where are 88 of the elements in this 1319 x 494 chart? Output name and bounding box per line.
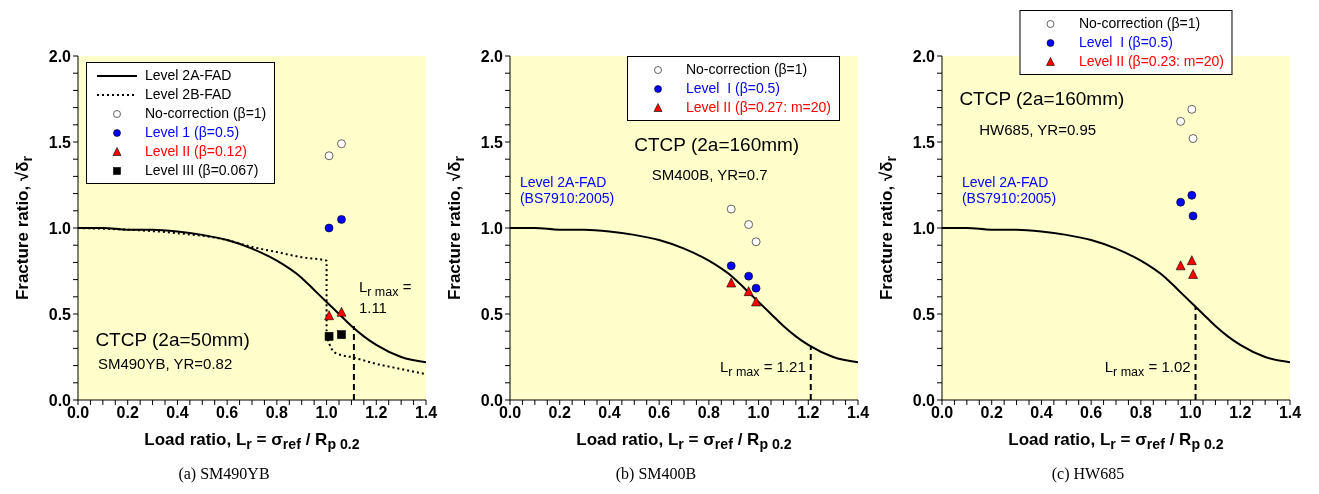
annotation: Level 2A-FAD (BS7910:2005)	[961, 174, 1058, 207]
x-tick-label: 0.6	[1080, 404, 1103, 422]
point	[1187, 105, 1197, 114]
point	[336, 306, 347, 317]
x-tick-label: 0.4	[1030, 404, 1053, 422]
annotation: L$_{r max}$ = 1.02	[1104, 358, 1191, 380]
y-tick-label: 1.0	[48, 219, 72, 237]
legend-label: Level I (β=0.5)	[1078, 33, 1173, 52]
y-tick-label: 1.5	[480, 133, 504, 151]
annotation: L$_{r max}$ = 1.21	[719, 358, 806, 380]
x-axis-title: Load ratio, L$_{r}$ = σ$_{ref}$ / R$_{p 0.2}$	[143, 430, 361, 453]
annotation: HW685, YR=0.95	[979, 121, 1097, 139]
text: (b) SM400B	[614, 465, 698, 483]
x-tick-label: 1.4	[846, 404, 870, 422]
point	[1188, 211, 1198, 221]
point	[726, 277, 737, 288]
point	[1176, 117, 1185, 126]
point	[1176, 197, 1185, 207]
x-tick-label: 0.2	[980, 404, 1003, 422]
point	[324, 310, 334, 321]
legend-label: No-correction (β=1)	[145, 104, 267, 123]
legend-label: Level 1 (β=0.5)	[145, 123, 240, 142]
y-tick-label: 1.0	[480, 219, 504, 237]
point	[337, 330, 346, 339]
point	[751, 296, 761, 307]
annotation: SM400B, YR=0.7	[651, 166, 768, 184]
x-tick-label: 1.2	[797, 404, 820, 422]
point	[1187, 255, 1197, 265]
point	[726, 261, 736, 271]
point	[324, 151, 334, 161]
legend-label: Level III (β=0.067)	[145, 161, 259, 180]
legend-label: Level II (β=0.23: m=20)	[1078, 52, 1224, 71]
x-tick-label: 1.0	[1179, 404, 1202, 422]
legend-label: No-correction (β=1)	[1078, 14, 1201, 33]
y-tick-label: 2.0	[48, 47, 72, 65]
annotation: SM490YB, YR=0.82	[97, 355, 233, 373]
annotation: CTCP (2a=50mm)	[95, 328, 250, 351]
point	[1188, 269, 1198, 279]
legend-label: Level I (β=0.5)	[685, 79, 781, 98]
point	[324, 332, 334, 341]
legend-label: Level 2B-FAD	[145, 85, 232, 104]
y-tick-label: 0.5	[48, 305, 72, 323]
x-tick-label: 1.2	[1229, 404, 1252, 422]
point	[744, 271, 753, 281]
x-tick-label: 0.6	[648, 404, 671, 422]
annotation: CTCP (2a=160mm)	[959, 88, 1125, 110]
point	[324, 223, 334, 233]
x-tick-label: 1.4	[1278, 404, 1302, 422]
point	[337, 215, 346, 224]
annotation: Level 2A-FAD (BS7910:2005)	[519, 174, 616, 207]
legend-label: Level II (β=0.12)	[145, 142, 247, 161]
point	[1175, 260, 1186, 271]
x-tick-label: 1.0	[315, 404, 338, 422]
x-tick-label: 1.2	[365, 404, 388, 422]
x-tick-label: 0.8	[265, 404, 289, 422]
point	[1188, 134, 1198, 143]
annotation: L$_{r max}$ = 1.11	[358, 277, 413, 317]
point	[743, 286, 754, 296]
point	[337, 139, 346, 149]
legend-label: No-correction (β=1)	[685, 60, 808, 79]
point	[1187, 191, 1197, 200]
text: (a) SM490YB	[177, 465, 271, 483]
text: (c) HW685	[1050, 465, 1126, 483]
x-tick-label: 0.8	[1129, 404, 1153, 422]
x-tick-label: 0.2	[116, 404, 139, 422]
legend-label: Level 2A-FAD	[145, 66, 232, 85]
y-tick-label: 1.0	[912, 219, 936, 237]
y-tick-label: 0.5	[480, 305, 504, 323]
x-tick-label: 0.6	[216, 404, 239, 422]
x-axis-title: Load ratio, L$_{r}$ = σ$_{ref}$ / R$_{p 0.2}$	[1007, 430, 1225, 453]
x-tick-label: 1.4	[414, 404, 438, 422]
point	[751, 237, 761, 247]
x-tick-label: 0.8	[697, 404, 721, 422]
point	[751, 283, 761, 293]
y-tick-label: 1.5	[912, 133, 936, 151]
x-tick-label: 1.0	[747, 404, 770, 422]
annotation: CTCP (2a=160mm)	[634, 134, 800, 157]
x-axis-title: Load ratio, L$_{r}$ = σ$_{ref}$ / R$_{p 0.2}$	[575, 430, 793, 453]
y-tick-label: 1.5	[48, 133, 72, 151]
y-tick-label: 2.0	[480, 47, 504, 65]
point	[726, 204, 736, 214]
y-tick-label: 2.0	[912, 47, 936, 65]
x-tick-label: 0.2	[548, 404, 571, 422]
point	[744, 220, 753, 229]
legend-label: Level II (β=0.27: m=20)	[685, 98, 831, 117]
x-tick-label: 0.4	[598, 404, 621, 422]
x-tick-label: 0.4	[166, 404, 189, 422]
y-tick-label: 0.5	[912, 305, 936, 323]
